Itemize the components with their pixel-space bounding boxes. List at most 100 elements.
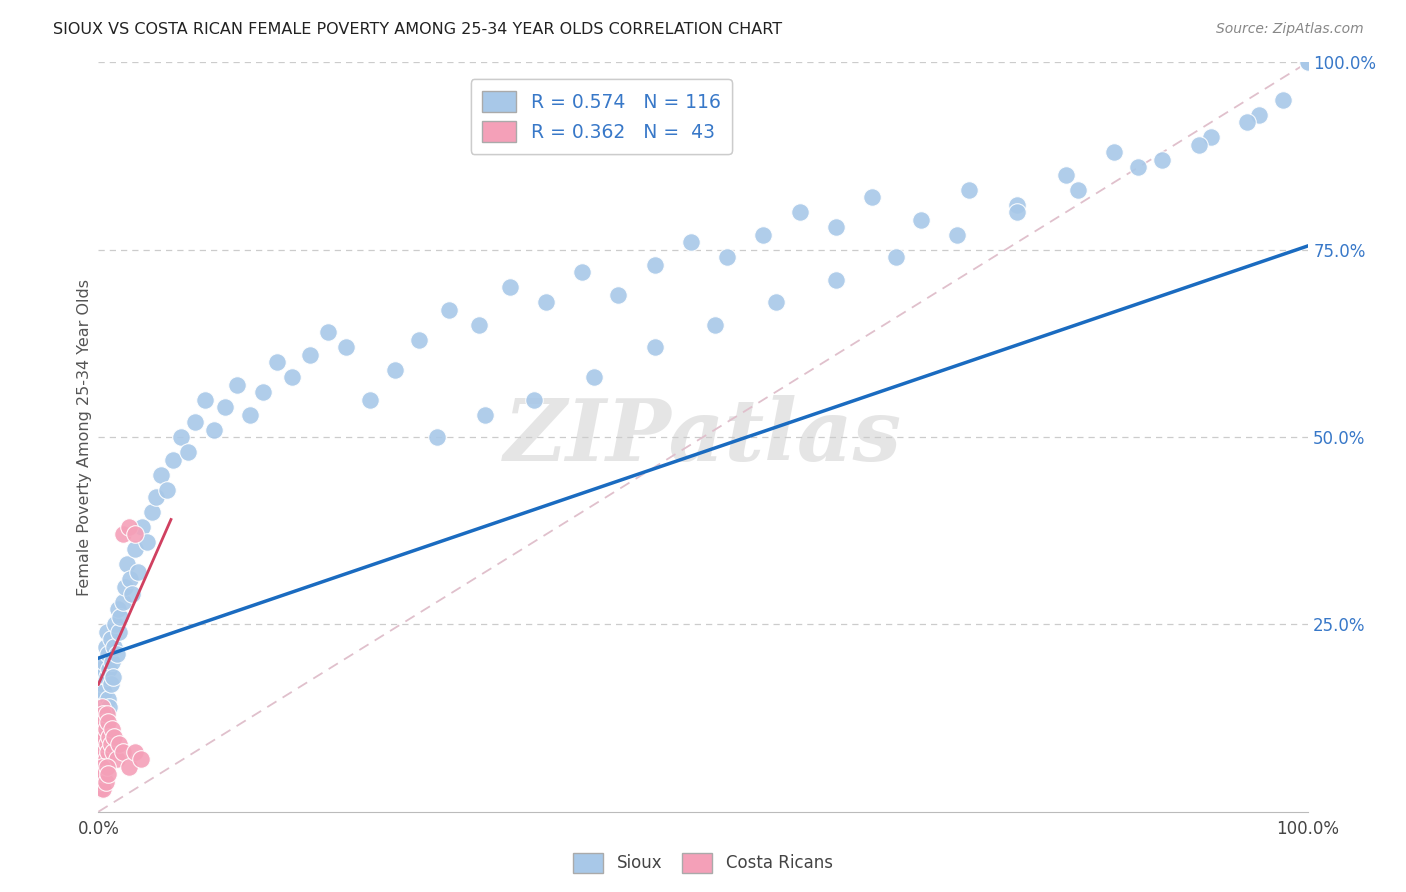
Point xyxy=(118,573,141,587)
Point xyxy=(1296,55,1319,70)
Point xyxy=(127,565,149,579)
Point xyxy=(1296,55,1319,70)
Point xyxy=(93,655,115,669)
Point xyxy=(162,452,184,467)
Point xyxy=(124,527,146,541)
Point xyxy=(825,273,848,287)
Point xyxy=(946,227,969,242)
Point xyxy=(91,782,114,797)
Point xyxy=(468,318,491,332)
Point xyxy=(214,400,236,414)
Point xyxy=(124,542,146,557)
Point xyxy=(96,707,118,722)
Point xyxy=(97,692,120,706)
Point xyxy=(1007,205,1029,219)
Point xyxy=(1067,183,1090,197)
Point xyxy=(607,287,630,301)
Point xyxy=(150,467,173,482)
Point xyxy=(94,699,117,714)
Point xyxy=(108,610,131,624)
Point xyxy=(1296,55,1319,70)
Point xyxy=(1296,55,1319,70)
Point xyxy=(104,617,127,632)
Point xyxy=(111,527,134,541)
Point xyxy=(96,737,118,751)
Point xyxy=(1296,55,1319,70)
Point xyxy=(704,318,727,332)
Point xyxy=(131,520,153,534)
Point xyxy=(1199,130,1222,145)
Point xyxy=(121,587,143,601)
Point xyxy=(90,767,112,781)
Point xyxy=(1249,108,1271,122)
Point xyxy=(96,707,118,722)
Point xyxy=(384,362,406,376)
Point xyxy=(91,730,114,744)
Point xyxy=(89,699,111,714)
Point xyxy=(98,699,121,714)
Point xyxy=(97,648,120,662)
Point xyxy=(1296,55,1319,70)
Point xyxy=(1296,55,1319,70)
Point xyxy=(89,730,111,744)
Point xyxy=(1296,55,1319,70)
Point xyxy=(1296,55,1319,70)
Text: Source: ZipAtlas.com: Source: ZipAtlas.com xyxy=(1216,22,1364,37)
Point xyxy=(111,595,134,609)
Point xyxy=(1296,55,1319,70)
Point xyxy=(886,250,908,264)
Point xyxy=(98,730,121,744)
Point xyxy=(93,745,115,759)
Point xyxy=(571,265,593,279)
Point xyxy=(97,714,120,729)
Point xyxy=(100,723,122,737)
Point xyxy=(93,685,115,699)
Point xyxy=(1128,161,1150,175)
Point xyxy=(1296,55,1319,70)
Point xyxy=(108,624,131,639)
Point xyxy=(91,774,114,789)
Point xyxy=(474,408,496,422)
Point xyxy=(100,737,122,751)
Point xyxy=(426,430,449,444)
Text: ZIPatlas: ZIPatlas xyxy=(503,395,903,479)
Point xyxy=(91,677,114,691)
Point xyxy=(534,295,557,310)
Point xyxy=(789,205,811,219)
Point xyxy=(90,737,112,751)
Point xyxy=(1152,153,1174,167)
Point xyxy=(156,483,179,497)
Point xyxy=(90,685,112,699)
Point xyxy=(118,760,141,774)
Point xyxy=(335,340,357,354)
Point xyxy=(91,723,114,737)
Point xyxy=(90,760,112,774)
Point xyxy=(1102,145,1125,160)
Point xyxy=(583,370,606,384)
Point xyxy=(1296,55,1319,70)
Point xyxy=(108,737,131,751)
Point xyxy=(124,745,146,759)
Point xyxy=(89,774,111,789)
Point xyxy=(523,392,546,407)
Point xyxy=(91,760,114,774)
Point xyxy=(1054,168,1077,182)
Point xyxy=(266,355,288,369)
Point xyxy=(117,558,139,572)
Point xyxy=(184,415,207,429)
Point xyxy=(101,670,124,684)
Point xyxy=(103,730,125,744)
Point xyxy=(97,745,120,759)
Point xyxy=(107,602,129,616)
Point xyxy=(93,767,115,781)
Point xyxy=(118,520,141,534)
Point xyxy=(96,760,118,774)
Point xyxy=(239,408,262,422)
Point xyxy=(752,227,775,242)
Point xyxy=(96,670,118,684)
Point xyxy=(1296,55,1319,70)
Point xyxy=(90,782,112,797)
Point xyxy=(91,707,114,722)
Point xyxy=(360,392,382,407)
Point xyxy=(89,745,111,759)
